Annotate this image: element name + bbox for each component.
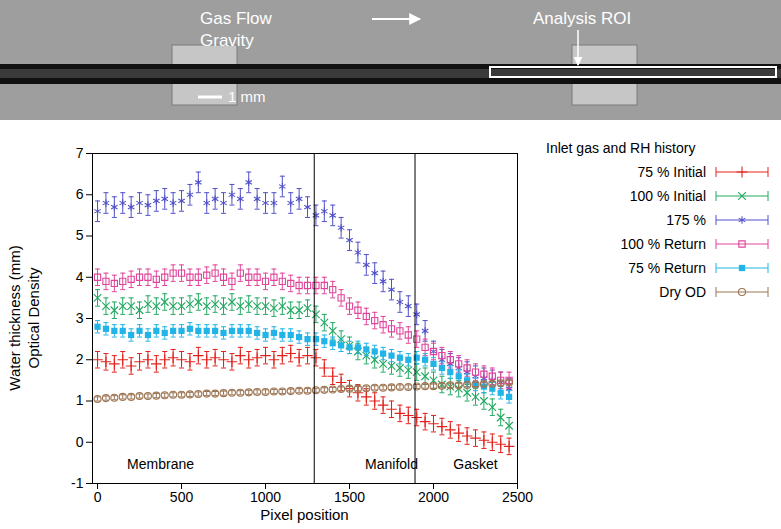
svg-text:Water thickness (mm): Water thickness (mm) [6, 245, 23, 390]
svg-text:Gravity: Gravity [200, 31, 254, 50]
svg-text:Optical Density: Optical Density [25, 267, 42, 368]
svg-text:1: 1 [76, 392, 84, 408]
svg-text:7: 7 [76, 145, 84, 161]
svg-text:Analysis ROI: Analysis ROI [533, 9, 631, 28]
svg-text:5: 5 [76, 227, 84, 243]
svg-text:Manifold: Manifold [365, 456, 418, 472]
svg-text:2500: 2500 [502, 489, 533, 505]
svg-text:Gasket: Gasket [453, 456, 497, 472]
html-text:100 % Initial: 100 % Initial [629, 188, 706, 204]
svg-text:3: 3 [76, 310, 84, 326]
html-text:100 % Return: 100 % Return [620, 236, 706, 252]
html-text:175 %: 175 % [666, 212, 706, 228]
svg-text:Membrane: Membrane [127, 456, 194, 472]
html-text:75 % Initial: 75 % Initial [637, 164, 706, 180]
svg-text:2000: 2000 [418, 489, 449, 505]
html-text:Inlet gas and RH history: Inlet gas and RH history [546, 140, 696, 156]
svg-text:-1: -1 [71, 475, 84, 491]
svg-text:Gas Flow: Gas Flow [200, 9, 273, 28]
svg-text:2: 2 [76, 351, 84, 367]
svg-text:1 mm: 1 mm [228, 88, 266, 105]
svg-text:1500: 1500 [334, 489, 365, 505]
svg-text:6: 6 [76, 186, 84, 202]
html-text:75 % Return: 75 % Return [628, 260, 706, 276]
svg-text:4: 4 [76, 269, 84, 285]
html-text:Dry OD: Dry OD [659, 284, 706, 300]
svg-text:0: 0 [94, 489, 102, 505]
svg-text:0: 0 [76, 434, 84, 450]
svg-text:1000: 1000 [250, 489, 281, 505]
svg-text:Pixel position: Pixel position [260, 506, 348, 523]
svg-text:500: 500 [170, 489, 194, 505]
